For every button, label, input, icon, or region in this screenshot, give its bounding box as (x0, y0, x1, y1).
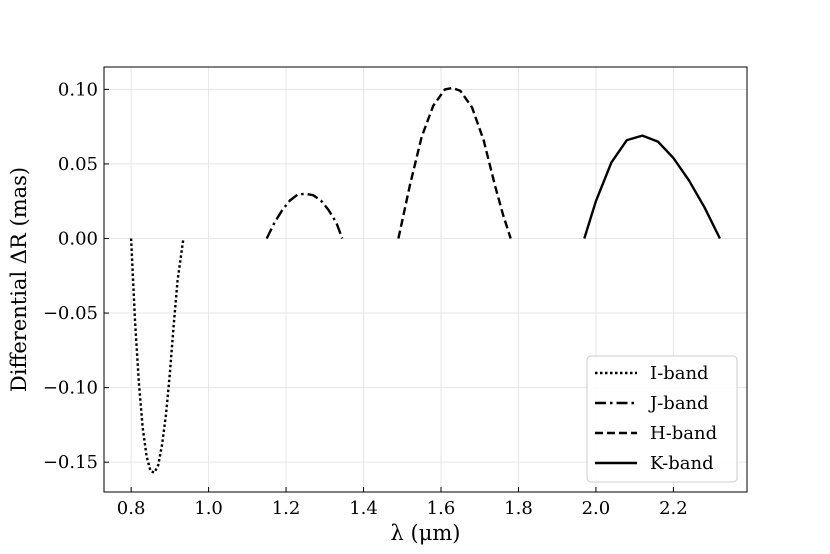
plot-frame (103, 66, 748, 493)
legend: I-band J-band H-band K-band (586, 355, 738, 483)
axis-ticks: 0.8 1.0 1.2 1.4 1.6 1.8 2.0 2.2 0.10 0.05 0.00 −0.0… (43, 79, 688, 519)
series-line-j-band (265, 192, 344, 240)
series-layer (129, 86, 721, 474)
series-line-h-band (397, 86, 512, 239)
y-tick-label: −0.10 (43, 378, 98, 399)
x-tick-label: 1.2 (272, 498, 301, 519)
x-tick-label: 1.6 (427, 498, 456, 519)
x-tick-label: 1.8 (504, 498, 533, 519)
y-axis-label: Differential ΔR (mas) (7, 167, 31, 392)
y-tick-label: 0.10 (58, 79, 98, 100)
x-tick-label: 2.2 (659, 498, 688, 519)
legend-label: I-band (650, 363, 709, 384)
x-tick-label: 1.0 (194, 498, 223, 519)
series-line-i-band (129, 238, 185, 474)
y-tick-label: 0.00 (58, 228, 98, 249)
y-tick-label: 0.05 (58, 154, 98, 175)
legend-box (586, 355, 738, 483)
x-tick-label: 2.0 (582, 498, 611, 519)
series-line-k-band (583, 134, 721, 240)
legend-label: K-band (650, 453, 714, 474)
x-tick-label: 0.8 (117, 498, 146, 519)
x-axis-label: λ (μm) (391, 521, 461, 545)
y-tick-label: −0.05 (43, 303, 98, 324)
legend-label: H-band (650, 423, 717, 444)
y-tick-label: −0.15 (43, 452, 98, 473)
legend-label: J-band (648, 393, 709, 414)
x-tick-label: 1.4 (349, 498, 378, 519)
